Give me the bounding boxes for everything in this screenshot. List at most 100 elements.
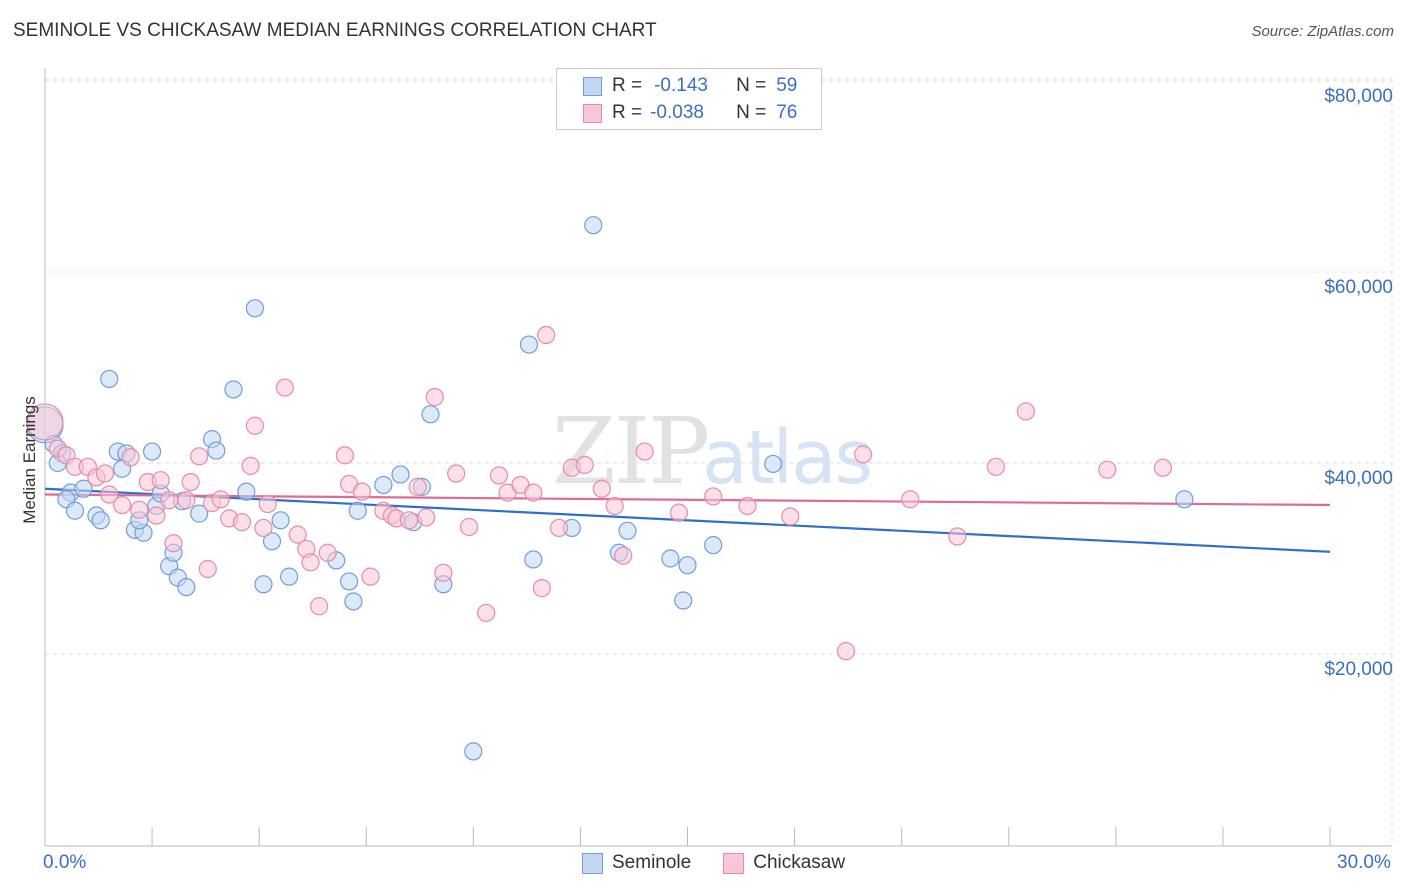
chickasaw-point [489, 466, 509, 485]
watermark: ZIPatlas [552, 398, 873, 505]
chickasaw-point [26, 403, 64, 441]
series-legend: Seminole Chickasaw [582, 852, 877, 874]
chickasaw-point [335, 446, 354, 465]
chickasaw-point [160, 491, 179, 510]
chickasaw-point [901, 490, 920, 509]
chart-title: SEMINOLE VS CHICKASAW MEDIAN EARNINGS CO… [13, 20, 657, 41]
chickasaw-point [1153, 458, 1173, 477]
seminole-point [245, 299, 264, 318]
chickasaw-point [669, 503, 689, 522]
x-tick-label-max: 30.0% [1337, 852, 1391, 873]
chickasaw-point [738, 496, 757, 516]
seminole-point [618, 521, 637, 540]
seminole-legend-swatch [582, 852, 603, 874]
seminole-point [177, 578, 196, 597]
y-axis-label: Median Earnings [20, 396, 39, 524]
seminole-point [519, 335, 539, 354]
chickasaw-trend-line [44, 493, 1331, 507]
seminole-r-value: -0.143 [654, 75, 708, 96]
chickasaw-point [781, 507, 800, 526]
seminole-n-value: 59 [776, 75, 798, 96]
seminole-point [374, 475, 393, 495]
chickasaw-point [181, 473, 200, 492]
seminole-point [704, 536, 723, 555]
chickasaw-point [948, 527, 967, 546]
chickasaw-point [198, 559, 217, 579]
seminole-point [674, 591, 693, 610]
chickasaw-point [614, 546, 633, 565]
watermark-atlas: atlas [702, 415, 873, 501]
seminole-point [91, 511, 110, 530]
legend-item-chickasaw[interactable]: Chickasaw [723, 852, 845, 874]
legend-row-seminole: R = -0.143 N = 59 [583, 74, 797, 98]
chickasaw-point [310, 597, 329, 616]
chickasaw-point [399, 511, 419, 530]
seminole-point [391, 465, 410, 484]
chickasaw-point [130, 500, 149, 519]
seminole-point [65, 501, 85, 520]
chickasaw-point [164, 534, 183, 553]
chickasaw-point [434, 563, 453, 582]
seminole-point [344, 592, 363, 611]
seminole-point [1175, 490, 1194, 509]
y-tick-label-80000: $80,000 [1324, 86, 1393, 107]
chickasaw-point [301, 553, 320, 572]
chickasaw-point [836, 642, 856, 661]
chickasaw-point [524, 483, 543, 502]
seminole-point [764, 454, 783, 474]
chickasaw-point [151, 471, 170, 490]
chickasaw-n-value: 76 [776, 102, 798, 123]
chickasaw-r-value: -0.038 [650, 102, 704, 123]
chickasaw-point [425, 388, 444, 407]
seminole-point [262, 532, 282, 551]
seminole-point [207, 441, 226, 460]
x-tick-label-min: 0.0% [43, 852, 87, 873]
seminole-point [271, 511, 290, 530]
seminole-point [348, 501, 367, 520]
chickasaw-point [112, 495, 132, 515]
seminole-trend-line [44, 487, 1331, 553]
chickasaw-point [352, 482, 372, 501]
chickasaw-point [704, 487, 723, 506]
chickasaw-legend-swatch [723, 852, 745, 874]
chickasaw-point [605, 496, 624, 516]
chickasaw-point [254, 518, 273, 538]
legend-item-seminole[interactable]: Seminole [582, 852, 691, 874]
chickasaw-legend-label: Chickasaw [753, 852, 846, 873]
chickasaw-point [575, 455, 594, 475]
seminole-point [584, 216, 603, 235]
trend-lines [44, 487, 1331, 553]
watermark-zip: ZIP [552, 398, 710, 505]
seminole-point [254, 575, 273, 594]
seminole-point [340, 572, 359, 591]
chickasaw-point [100, 485, 119, 504]
seminole-point [74, 479, 93, 498]
seminole-point [464, 742, 483, 761]
y-tick-label-60000: $60,000 [1324, 277, 1393, 298]
chickasaw-point [549, 518, 569, 538]
chickasaw-point [417, 508, 436, 527]
n-label: N = [736, 102, 767, 123]
chickasaw-point [258, 494, 277, 514]
chickasaw-point [190, 447, 209, 466]
chickasaw-point [854, 445, 873, 464]
chickasaw-swatch [583, 103, 602, 123]
chickasaw-point [177, 491, 196, 510]
seminole-point [421, 405, 440, 424]
seminole-point [661, 549, 680, 568]
chickasaw-point [592, 479, 611, 498]
chickasaw-point [532, 579, 551, 598]
seminole-point [190, 504, 209, 523]
chickasaw-point [211, 490, 230, 509]
correlation-legend: R = -0.143 N = 59 R = -0.038 N = 76 [556, 68, 822, 130]
seminole-legend-label: Seminole [612, 852, 692, 873]
chickasaw-point [147, 506, 166, 525]
chickasaw-point [477, 603, 496, 623]
chickasaw-point [232, 513, 252, 532]
chickasaw-point [459, 517, 479, 537]
seminole-point [224, 380, 243, 399]
seminole-point [280, 567, 299, 586]
seminole-point [524, 550, 543, 569]
chickasaw-point [361, 567, 380, 586]
